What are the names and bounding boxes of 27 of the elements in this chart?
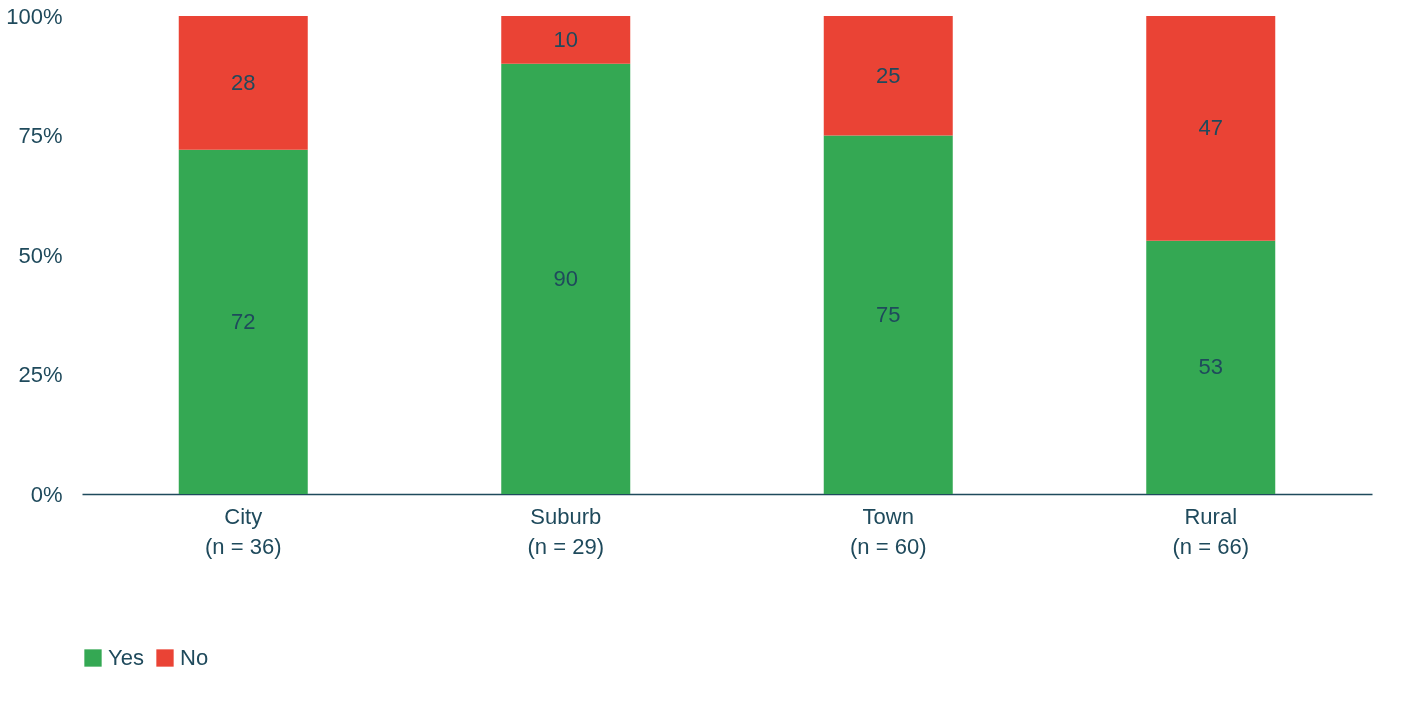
y-tick-label: 75% <box>18 123 63 148</box>
bar <box>178 149 308 494</box>
data-label: 72 <box>231 308 256 334</box>
data-label: 47 <box>1198 115 1223 141</box>
bar <box>1146 240 1276 494</box>
data-label: 90 <box>553 265 578 291</box>
x-tick-label: City (n = 36) <box>205 503 282 559</box>
legend-label: Yes <box>108 645 144 670</box>
data-label: 28 <box>231 69 256 95</box>
data-label: 75 <box>876 301 901 327</box>
data-label: 10 <box>553 26 578 52</box>
bar <box>501 63 631 494</box>
y-tick-label: 100% <box>6 3 63 29</box>
bar <box>1146 16 1276 241</box>
x-tick-label: Rural (n = 66) <box>1172 503 1249 559</box>
data-label: 53 <box>1198 354 1223 380</box>
x-tick-label: Town (n = 60) <box>850 503 927 559</box>
legend-label: No <box>180 645 209 670</box>
y-tick-label: 0% <box>30 481 63 507</box>
y-tick-label: 50% <box>18 242 63 268</box>
y-tick-label: 25% <box>18 362 63 387</box>
data-label: 25 <box>876 62 901 88</box>
bar <box>501 16 631 64</box>
bar <box>178 16 308 150</box>
bar <box>823 135 953 494</box>
bar <box>823 16 953 136</box>
x-tick-label: Suburb (n = 29) <box>527 503 604 559</box>
